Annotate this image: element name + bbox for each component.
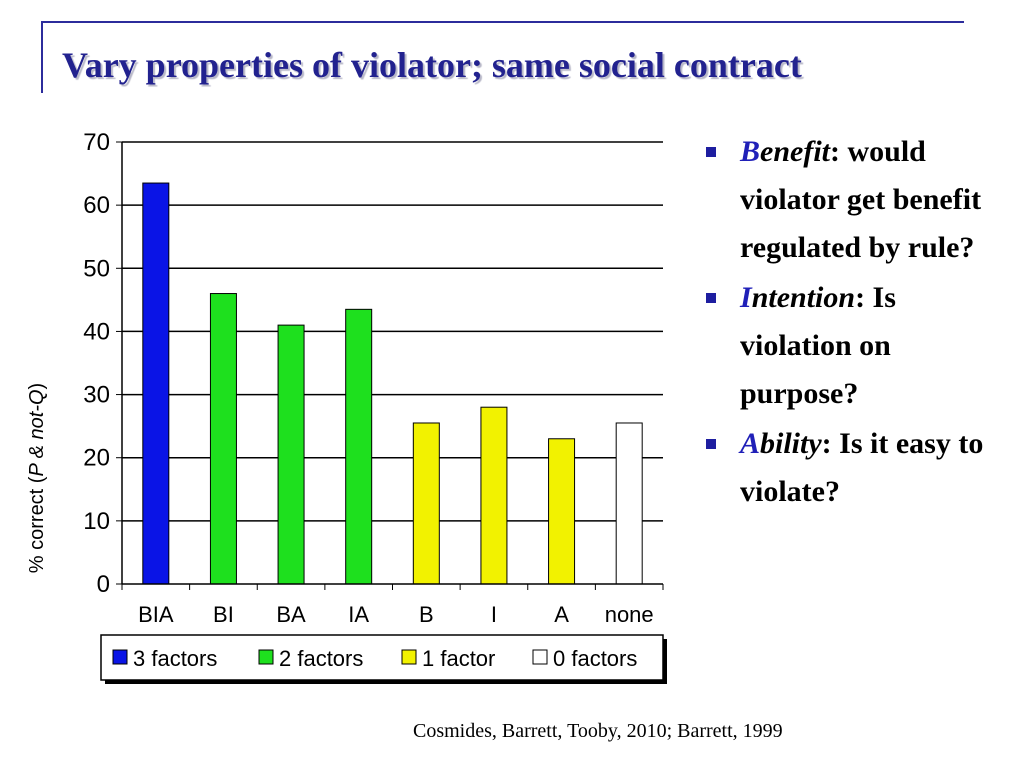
legend-label: 1 factor <box>422 646 495 671</box>
y-tick-label: 20 <box>83 445 110 472</box>
legend-label: 0 factors <box>553 646 637 671</box>
bullet-term: ntention <box>751 281 856 314</box>
bar-bia <box>142 182 170 585</box>
legend-box <box>100 634 664 681</box>
factor-list: Benefit: would violator get benefit regu… <box>700 128 1010 518</box>
bar-none <box>615 422 643 585</box>
x-tick-label: IA <box>348 602 369 627</box>
y-tick-label: 30 <box>83 382 110 409</box>
bullet-square-icon <box>706 439 716 449</box>
bullet-initial: B <box>740 135 761 168</box>
citation: Cosmides, Barrett, Tooby, 2010; Barrett,… <box>413 720 783 742</box>
legend-label: 3 factors <box>133 646 217 671</box>
x-tick-label: A <box>554 602 569 627</box>
legend-swatch <box>258 649 274 665</box>
legend-swatch <box>532 649 548 665</box>
bullet-initial: I <box>740 281 752 314</box>
bullet-term: enefit <box>760 135 830 168</box>
y-tick-label: 60 <box>83 192 110 219</box>
y-axis-label-italic: P & not-Q <box>26 389 48 476</box>
x-tick-label: B <box>419 602 434 627</box>
y-axis-label-pre: % correct ( <box>26 476 48 573</box>
chart-legend: 3 factors 2 factors 1 factor 0 factors <box>100 634 667 684</box>
title-rule-left <box>41 21 43 93</box>
y-tick-label: 0 <box>97 571 110 598</box>
x-tick-label: BA <box>276 602 306 627</box>
y-tick-labels: 0 10 20 30 40 50 60 70 <box>83 129 110 598</box>
y-axis-label: % correct (P & not-Q) <box>26 383 48 573</box>
bar-a <box>548 438 576 585</box>
x-tick-label: BI <box>213 602 234 627</box>
bar-bi <box>209 293 237 585</box>
bullet-text: : would violator get benefit regulated b… <box>740 135 982 264</box>
bullet-square-icon <box>706 147 716 157</box>
bullet-square-icon <box>706 293 716 303</box>
legend-swatch <box>401 649 417 665</box>
bullet-intention: Intention: Is violation on purpose? <box>700 274 1010 418</box>
y-axis-label-post: ) <box>26 383 48 390</box>
x-tick-label: I <box>491 602 497 627</box>
x-tick-label: BIA <box>138 602 174 627</box>
legend-label: 2 factors <box>279 646 363 671</box>
bar-ba <box>277 324 305 585</box>
y-tick-label: 70 <box>83 129 110 156</box>
y-tick-label: 50 <box>83 255 110 282</box>
chart-gridlines <box>122 141 663 522</box>
bullet-text: : Is it easy to violate? <box>740 427 984 508</box>
legend-swatch <box>112 649 128 665</box>
bullet-benefit: Benefit: would violator get benefit regu… <box>700 128 1010 272</box>
bullet-initial: A <box>740 427 761 460</box>
bullet-text: : Is violation on purpose? <box>740 281 896 410</box>
chart-bars <box>142 182 643 585</box>
bullet-term: bility <box>760 427 822 460</box>
y-tick-label: 10 <box>83 508 110 535</box>
bar-ia <box>345 308 373 585</box>
chart-axes <box>116 141 664 590</box>
bullet-ability: Ability: Is it easy to violate? <box>700 420 1010 516</box>
y-tick-label: 40 <box>83 318 110 345</box>
title-rule-top <box>42 21 964 23</box>
slide-title: Vary properties of violator; same social… <box>62 45 802 85</box>
x-tick-label: none <box>605 602 654 627</box>
bar-i <box>480 406 508 585</box>
bar-b <box>412 422 440 585</box>
